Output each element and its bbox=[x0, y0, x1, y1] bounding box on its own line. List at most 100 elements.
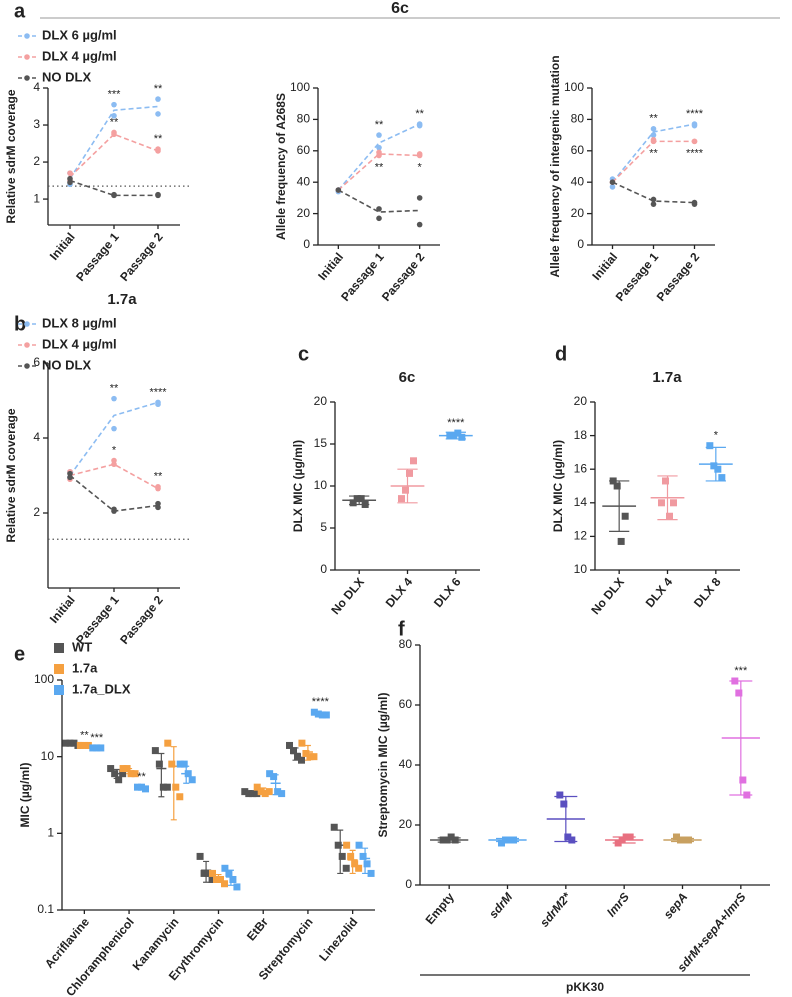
data-point bbox=[67, 179, 73, 186]
significance-label: **** bbox=[312, 696, 330, 708]
data-point bbox=[376, 206, 382, 212]
error-bar bbox=[496, 837, 519, 843]
y-tick-label: 100 bbox=[34, 672, 54, 686]
significance-label: *** bbox=[108, 89, 122, 101]
x-tick-label: lmrS bbox=[604, 890, 632, 919]
y-tick-label: 40 bbox=[297, 174, 311, 188]
data-point bbox=[666, 512, 673, 520]
panel-letter: e bbox=[14, 643, 25, 665]
significance-label: ** bbox=[415, 108, 424, 120]
error-bar bbox=[612, 836, 636, 844]
data-point bbox=[155, 760, 163, 768]
data-point bbox=[119, 765, 127, 773]
series-line bbox=[612, 181, 695, 204]
legend-label: 1.7a bbox=[72, 660, 98, 675]
error-bar bbox=[272, 774, 279, 796]
data-point bbox=[363, 860, 371, 868]
significance-label: ** bbox=[375, 119, 384, 131]
error-bar bbox=[113, 768, 120, 780]
data-point bbox=[359, 852, 367, 860]
data-point bbox=[357, 495, 365, 503]
data-point bbox=[229, 875, 237, 883]
y-axis-label: Streptomycin MIC (µg/ml) bbox=[376, 693, 390, 838]
y-tick-label: 0.1 bbox=[37, 902, 54, 916]
data-point bbox=[662, 477, 669, 485]
error-bar bbox=[397, 468, 418, 504]
x-tick-label: Passage 1 bbox=[73, 230, 122, 284]
data-point bbox=[298, 756, 306, 764]
data-point bbox=[650, 201, 657, 207]
y-axis-label: Relative sdrM coverage bbox=[4, 408, 18, 542]
significance-label: * bbox=[418, 161, 423, 173]
data-point bbox=[560, 800, 568, 808]
data-point bbox=[233, 883, 241, 891]
data-point bbox=[253, 783, 261, 791]
data-point bbox=[691, 122, 698, 129]
y-tick-label: 80 bbox=[297, 112, 311, 126]
chart-title: 1.7a bbox=[107, 291, 137, 308]
data-point bbox=[406, 469, 413, 477]
error-bar bbox=[68, 741, 75, 745]
significance-label: **** bbox=[149, 386, 167, 398]
data-point bbox=[119, 770, 127, 778]
legend-marker bbox=[24, 33, 30, 39]
data-point bbox=[650, 138, 657, 145]
y-tick-label: 20 bbox=[314, 394, 328, 408]
data-point bbox=[342, 864, 350, 872]
data-point bbox=[613, 482, 621, 490]
data-point bbox=[454, 429, 462, 437]
data-point bbox=[278, 790, 286, 798]
x-tick-label: Passage 2 bbox=[117, 230, 166, 284]
data-point bbox=[416, 221, 423, 228]
y-axis-label: Allele frequency of A268S bbox=[274, 93, 288, 240]
x-tick-label: sdrM2* bbox=[537, 889, 574, 930]
data-point bbox=[310, 753, 318, 761]
significance-label: ** bbox=[80, 729, 89, 741]
y-axis-label: Allele frequency of intergenic mutation bbox=[548, 55, 562, 277]
panel-letter: d bbox=[555, 343, 567, 365]
error-bar bbox=[349, 849, 356, 875]
y-tick-label: 12 bbox=[574, 529, 588, 543]
legend-marker bbox=[54, 685, 64, 695]
data-point bbox=[155, 504, 161, 511]
y-tick-label: 0 bbox=[577, 237, 584, 251]
data-point bbox=[176, 760, 184, 768]
data-point bbox=[673, 833, 680, 841]
series-line bbox=[69, 133, 159, 178]
x-tick-label: DLX 8 bbox=[691, 575, 724, 610]
data-point bbox=[498, 839, 505, 847]
data-point bbox=[294, 753, 302, 761]
y-tick-label: 20 bbox=[574, 394, 588, 408]
heading: 6c bbox=[391, 0, 409, 17]
error-bar bbox=[126, 767, 133, 775]
data-point bbox=[155, 401, 161, 408]
data-point bbox=[111, 461, 117, 468]
data-point bbox=[131, 770, 139, 778]
error-bar bbox=[292, 747, 299, 761]
y-tick-label: 20 bbox=[399, 817, 413, 831]
legend-label: NO DLX bbox=[42, 69, 91, 84]
data-point bbox=[155, 192, 161, 199]
data-point bbox=[217, 875, 224, 883]
error-bar bbox=[170, 746, 177, 821]
data-point bbox=[107, 765, 115, 773]
data-point bbox=[458, 433, 466, 441]
data-point bbox=[67, 474, 73, 481]
x-tick-label: Passage 2 bbox=[379, 250, 428, 304]
series-line bbox=[69, 401, 159, 476]
error-bar bbox=[609, 480, 630, 532]
y-axis-label: Relative sdrM coverage bbox=[4, 89, 18, 223]
error-bar bbox=[93, 746, 100, 750]
error-bar bbox=[337, 829, 344, 875]
panel-letter: f bbox=[398, 618, 405, 640]
y-tick-label: 100 bbox=[564, 80, 584, 94]
x-tick-label: Initial bbox=[47, 230, 78, 263]
data-point bbox=[225, 869, 233, 877]
data-point bbox=[355, 864, 363, 872]
significance-label: * bbox=[112, 444, 117, 456]
error-bar bbox=[203, 860, 210, 883]
y-tick-label: 4 bbox=[33, 80, 40, 94]
significance-label: **** bbox=[686, 147, 704, 159]
y-tick-label: 16 bbox=[574, 461, 588, 475]
data-point bbox=[670, 499, 677, 507]
